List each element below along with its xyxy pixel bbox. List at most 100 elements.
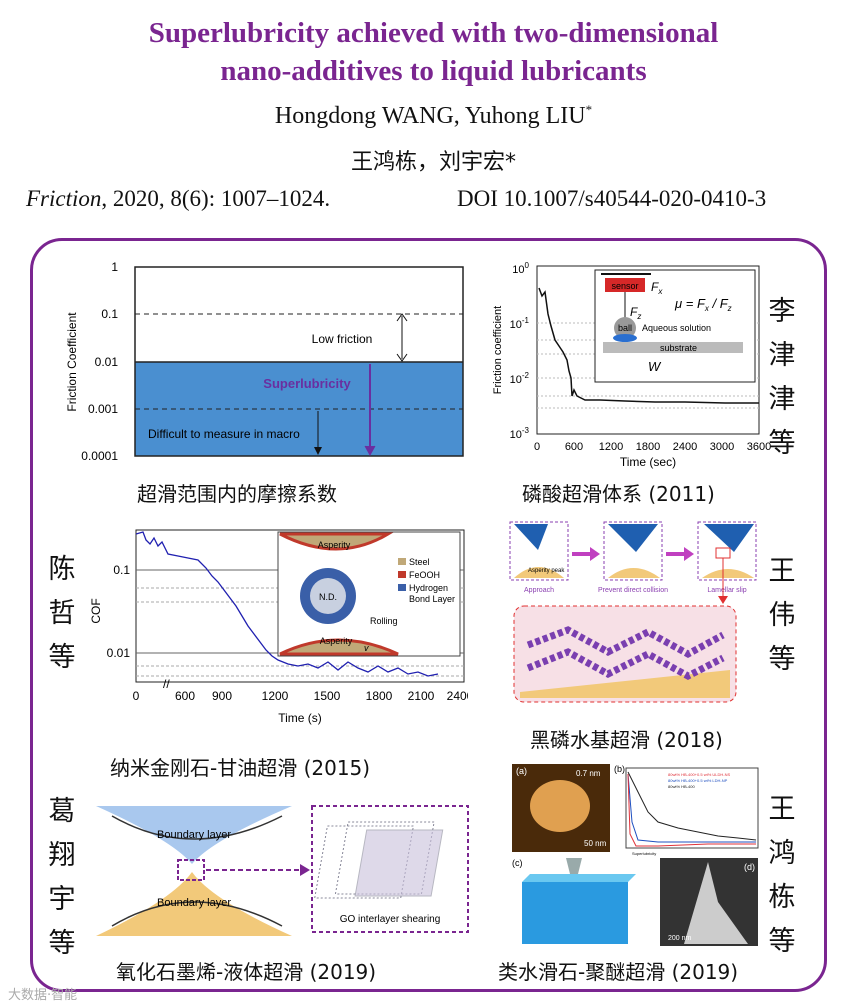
scale-d-label: 200 nm	[668, 935, 692, 942]
axis-break: //	[163, 677, 170, 691]
panel-c-schematic: (c)	[512, 858, 636, 944]
x-tick-1200: 1200	[599, 441, 623, 453]
series-hb400	[627, 771, 757, 841]
paper-title-line-1: Superlubricity achieved with two-dimensi…	[148, 17, 719, 49]
v-label: v	[364, 643, 369, 653]
legend-bond-layer: Bond Layer	[409, 594, 455, 604]
asperity-peak-label: Asperity peak	[528, 568, 565, 574]
watermark: 大数据·智能	[8, 988, 78, 1003]
asperity-bottom	[279, 638, 399, 656]
y-tick-0-001: 10-3	[510, 426, 530, 441]
superlubricity-label: Superlubricity	[263, 376, 351, 391]
caption-fig3: 纳米金刚石-甘油超滑 (2015)	[110, 756, 371, 780]
difficult-arrowhead	[314, 447, 322, 455]
authors-english: Hongdong WANG, Yuhong LIU*	[0, 102, 867, 130]
low-friction-label: Low friction	[312, 332, 373, 346]
y-tick-0-1: 0.1	[101, 307, 118, 321]
height-label: 0.7 nm	[576, 769, 601, 778]
ball	[614, 317, 636, 339]
cof-curve	[135, 531, 439, 677]
panel-a-label: (a)	[516, 766, 527, 776]
zoom-box	[177, 859, 205, 881]
figure-frame	[30, 238, 827, 992]
superlubricity-arrowhead	[364, 445, 376, 457]
legend-hb400: 80wt% HB-400	[668, 784, 695, 789]
legend-uldh-ns: 80wt% HB-400+0.5 wt% ULDH-NS	[668, 772, 730, 777]
shearing-label: GO interlayer shearing	[340, 914, 441, 925]
x-axis-label: Time (sec)	[620, 455, 676, 469]
caption-fig6: 类水滑石-聚醚超滑 (2019)	[498, 960, 739, 984]
go-layers	[314, 821, 444, 899]
legend-ldh-np: 80wt% HB-400+0.5 wt% LDH-NP	[668, 778, 728, 783]
asperity-bottom-label: Asperity	[320, 636, 353, 646]
fx-label: Fx	[651, 280, 663, 296]
scale-a-label: 50 nm	[584, 839, 607, 848]
superlubricity-tag: Superlubricity	[632, 851, 656, 856]
graphene-oxide-schematic: Boundary layer Boundary layer GO interla…	[96, 805, 469, 936]
inset-schematic: Asperity N.D. Rolling Asperity v Steel F…	[277, 531, 461, 657]
zoom-arrowhead	[718, 596, 728, 604]
upper-body	[96, 806, 292, 864]
legend-feooh-swatch	[398, 571, 406, 578]
x-tick-1200: 1200	[262, 689, 289, 703]
y-tick-0-1: 0.1	[113, 563, 130, 577]
legend-steel-swatch	[398, 558, 406, 565]
citation: Friction, 2020, 8(6): 1007–1024.	[26, 186, 330, 212]
author-wang-wei: 王伟等	[768, 556, 796, 675]
y-tick-1: 1	[111, 260, 118, 274]
x-tick-2100: 2100	[408, 689, 435, 703]
y-tick-0-001: 0.001	[88, 402, 118, 416]
y-tick-1: 100	[512, 261, 529, 276]
authors-english-names: Hongdong WANG, Yuhong LIU	[274, 103, 586, 129]
approach-label: Approach	[524, 587, 554, 594]
author-wang-hongdong: 王鸿栋等	[768, 794, 796, 957]
mu-equation: μ = Fx / Fz	[674, 296, 732, 313]
series-uldh-ns	[627, 773, 756, 847]
aqueous-drop	[613, 334, 637, 342]
substrate-label: substrate	[660, 343, 697, 353]
aqueous-label: Aqueous solution	[642, 323, 711, 333]
rolling-label: Rolling	[370, 616, 398, 626]
x-axis-label: Time (s)	[278, 711, 322, 725]
friction-range-chart: 1 0.1 0.01 0.001 0.0001 Friction Coeffic…	[65, 260, 464, 463]
x-tick-600: 600	[175, 689, 195, 703]
x-tick-600: 600	[565, 441, 583, 453]
panel-a-afm: (a) 0.7 nm 50 nm	[512, 764, 610, 852]
y-tick-0-0001: 0.0001	[81, 449, 118, 463]
x-tick-1800: 1800	[366, 689, 393, 703]
x-tick-3000: 3000	[710, 441, 734, 453]
author-li-jinjin: 李津津等	[768, 296, 796, 459]
caption-fig4: 黑磷水基超滑 (2018)	[530, 728, 723, 752]
black-phosphorus-schematic: Asperity peak Approach Prevent direct co…	[509, 521, 757, 703]
ball-label: ball	[618, 323, 632, 333]
arrow-2	[666, 547, 694, 561]
sensor-label: sensor	[611, 281, 638, 291]
x-tick-1800: 1800	[636, 441, 660, 453]
x-tick-900: 900	[212, 689, 232, 703]
caption-fig1: 超滑范围内的摩擦系数	[137, 482, 337, 506]
prevent-collision-label: Prevent direct collision	[598, 587, 668, 594]
zoomed-view	[513, 605, 737, 703]
citation-details: , 2020, 8(6): 1007–1024.	[101, 186, 331, 211]
authors-chinese: 王鸿栋，刘宇宏*	[350, 150, 516, 175]
panel-b-chart: (b) 80wt% HB-400+0.5 wt% ULDH-NS 80wt% H…	[614, 764, 759, 856]
author-chen-zhe: 陈哲等	[48, 554, 76, 673]
zoom-arrowhead	[300, 864, 310, 876]
y-tick-0-01: 10-2	[510, 371, 530, 386]
x-tick-0: 0	[133, 689, 140, 703]
panel-d-sem: (d) 200 nm	[660, 858, 758, 946]
nanodiamond-chart: 0.1 0.01 COF 0 600 900 1200 1500 1800 21…	[89, 529, 468, 725]
boundary-top-label: Boundary layer	[157, 829, 231, 841]
y-axis-label: Friction coefficient	[492, 306, 504, 394]
caption-fig5: 氧化石墨烯-液体超滑 (2019)	[116, 960, 377, 984]
corresponding-mark: *	[585, 102, 593, 117]
legend-feooh: FeOOH	[409, 570, 440, 580]
sensor-box	[605, 278, 645, 292]
asperity-top-label: Asperity	[318, 540, 351, 550]
difficult-label: Difficult to measure in macro	[148, 427, 300, 441]
stage-lamellar-slip: Lamellar slip	[697, 521, 757, 594]
x-tick-2400: 2400	[673, 441, 697, 453]
substrate	[603, 342, 743, 353]
x-tick-0: 0	[534, 441, 540, 453]
w-label: W	[648, 359, 662, 374]
